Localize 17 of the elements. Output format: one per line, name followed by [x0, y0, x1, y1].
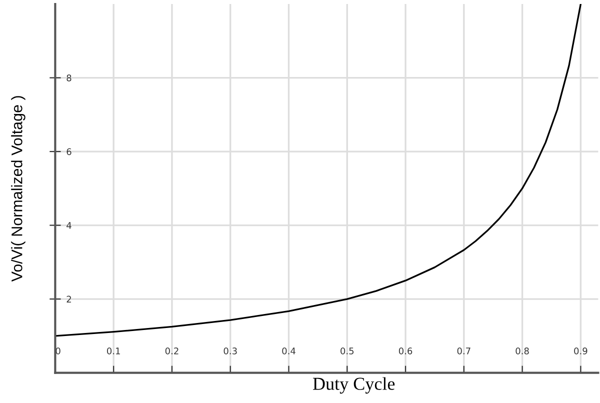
y-axis-title: Vo/Vi( Normalized Voltage ) [11, 96, 26, 282]
x-tick-label: 0.4 [282, 348, 296, 354]
line-series [55, 4, 582, 337]
y-tick-label: 6 [66, 148, 72, 156]
x-tick-label: 0 [56, 348, 60, 354]
y-tick-label: 8 [66, 74, 72, 82]
x-tick-label: 0.8 [516, 348, 529, 354]
x-tick-label: 0.5 [340, 348, 354, 354]
y-tick-label: 2 [66, 296, 71, 302]
y-tick-label: 4 [66, 222, 72, 229]
x-tick-label: 0.2 [165, 348, 178, 354]
x-axis-title: Duty Cycle [313, 377, 395, 394]
x-tick-label: 0.9 [574, 348, 588, 354]
x-tick-label: 0.3 [224, 348, 237, 354]
x-tick-label: 0.1 [107, 348, 120, 354]
x-tick-label: 0.7 [457, 348, 470, 354]
x-tick-label: 0.6 [398, 348, 412, 354]
